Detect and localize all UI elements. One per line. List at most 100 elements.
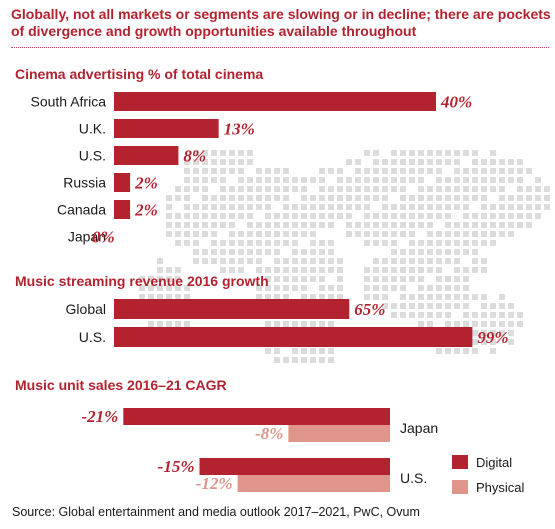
map-dot [436, 213, 442, 219]
map-dot [283, 357, 289, 363]
map-dot [400, 231, 406, 237]
map-dot [481, 240, 487, 246]
map-dot [463, 150, 469, 156]
map-dot [175, 285, 181, 291]
bar [114, 299, 350, 319]
map-dot [481, 231, 487, 237]
map-dot [409, 204, 415, 210]
map-dot [184, 231, 190, 237]
physical-bar [237, 475, 390, 492]
map-dot [301, 357, 307, 363]
map-dot [247, 222, 253, 228]
map-dot [490, 240, 496, 246]
map-dot [499, 168, 505, 174]
map-dot [409, 168, 415, 174]
map-dot [427, 285, 433, 291]
map-dot [247, 231, 253, 237]
map-dot [436, 231, 442, 237]
map-dot [265, 294, 271, 300]
map-dot [463, 213, 469, 219]
map-dot [283, 204, 289, 210]
map-dot [535, 213, 541, 219]
map-dot [193, 222, 199, 228]
map-dot [292, 204, 298, 210]
map-dot [490, 150, 496, 156]
legend-swatch-physical [452, 480, 468, 494]
map-dot [382, 195, 388, 201]
map-dot [274, 249, 280, 255]
map-dot [373, 159, 379, 165]
map-dot [409, 276, 415, 282]
map-dot [517, 186, 523, 192]
unit-sales-chart-title: Music unit sales 2016–21 CAGR [15, 377, 227, 393]
map-dot [283, 213, 289, 219]
map-dot [337, 195, 343, 201]
map-dot [319, 186, 325, 192]
bar [114, 327, 473, 347]
map-dot [346, 159, 352, 165]
map-dot [292, 231, 298, 237]
map-dot [301, 213, 307, 219]
map-dot [445, 150, 451, 156]
map-dot [472, 222, 478, 228]
map-dot [472, 240, 478, 246]
map-dot [445, 195, 451, 201]
map-dot [175, 231, 181, 237]
map-dot [391, 276, 397, 282]
map-dot [274, 285, 280, 291]
map-dot [499, 330, 505, 336]
map-dot [238, 150, 244, 156]
category-label: U.K. [79, 121, 106, 137]
map-dot [319, 285, 325, 291]
map-dot [445, 240, 451, 246]
value-label: -12% [196, 474, 233, 493]
map-dot [265, 213, 271, 219]
map-dot [337, 258, 343, 264]
value-label: -15% [158, 457, 195, 476]
map-dot [400, 303, 406, 309]
map-dot [499, 177, 505, 183]
map-dot [256, 222, 262, 228]
legend-swatch-digital [452, 455, 468, 469]
map-dot [355, 159, 361, 165]
map-dot [175, 186, 181, 192]
map-dot [418, 267, 424, 273]
map-dot [220, 204, 226, 210]
map-dot [292, 321, 298, 327]
map-dot [472, 330, 478, 336]
map-dot [337, 276, 343, 282]
map-dot [337, 267, 343, 273]
map-dot [409, 213, 415, 219]
map-dot [373, 186, 379, 192]
map-dot [283, 177, 289, 183]
map-dot [328, 168, 334, 174]
map-dot [157, 276, 163, 282]
map-dot [508, 168, 514, 174]
map-dot [418, 258, 424, 264]
map-dot [418, 321, 424, 327]
map-dot [184, 195, 190, 201]
map-dot [274, 186, 280, 192]
map-dot [463, 276, 469, 282]
map-dot [382, 222, 388, 228]
map-dot [418, 249, 424, 255]
map-dot [472, 168, 478, 174]
map-dot [229, 249, 235, 255]
map-dot [472, 177, 478, 183]
map-dot [436, 294, 442, 300]
map-dot [328, 213, 334, 219]
map-dot [319, 348, 325, 354]
map-dot [175, 240, 181, 246]
map-dot [427, 195, 433, 201]
map-dot [148, 294, 154, 300]
map-dot [373, 168, 379, 174]
map-dot [310, 204, 316, 210]
map-dot [499, 294, 505, 300]
map-dot [490, 312, 496, 318]
map-dot [220, 222, 226, 228]
map-dot [427, 258, 433, 264]
map-dot [490, 186, 496, 192]
map-dot [463, 168, 469, 174]
map-dot [382, 276, 388, 282]
map-dot [274, 294, 280, 300]
